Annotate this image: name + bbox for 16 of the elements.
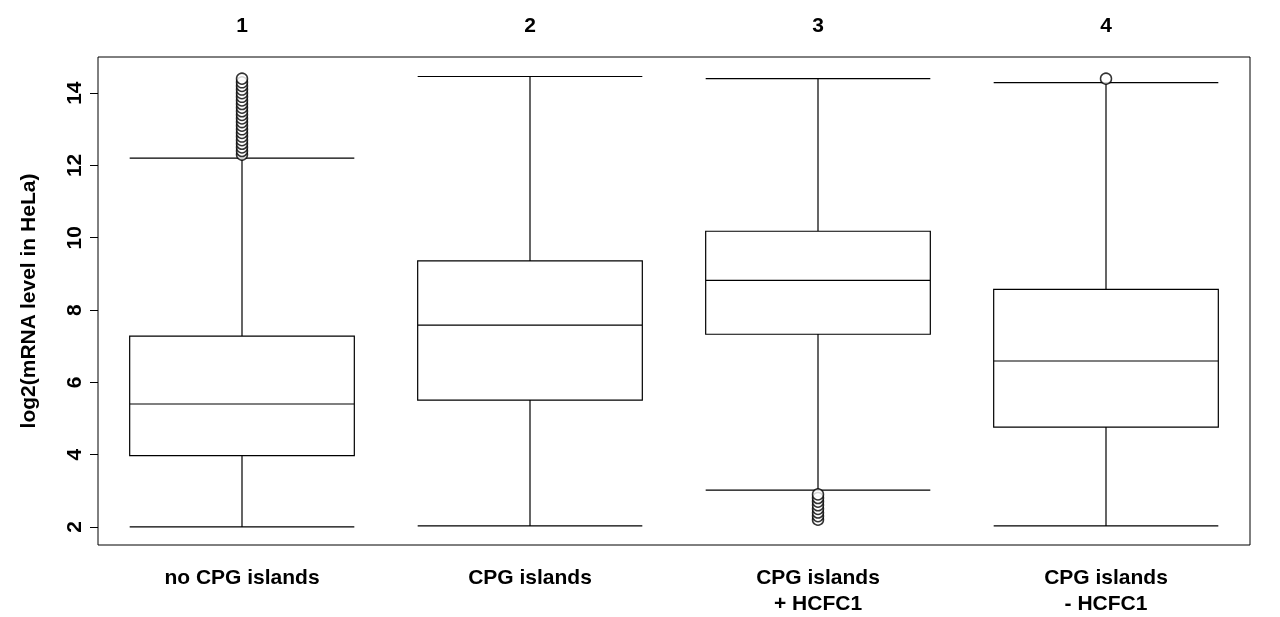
- x-tick-label: CPG islands: [468, 564, 592, 588]
- text: 3: [812, 13, 824, 36]
- y-axis-title: log2(mRNA level in HeLa): [16, 173, 39, 429]
- y-tick-label: 12: [62, 153, 85, 178]
- text: 2: [524, 13, 536, 36]
- y-tick-label: 4: [62, 448, 85, 461]
- x-tick-label: CPG islands - HCFC1: [1044, 564, 1168, 614]
- text: 1: [236, 13, 249, 36]
- y-tick-label: 10: [62, 226, 85, 250]
- y-tick-label: 2: [62, 521, 85, 533]
- y-tick-label: 8: [62, 303, 85, 316]
- y-tick-label: 6: [62, 376, 85, 389]
- x-tick-label: no CPG islands: [164, 564, 320, 588]
- y-tick-label: 14: [62, 81, 85, 105]
- text: 4: [1100, 13, 1113, 36]
- x-tick-label: CPG islands + HCFC1: [756, 564, 880, 614]
